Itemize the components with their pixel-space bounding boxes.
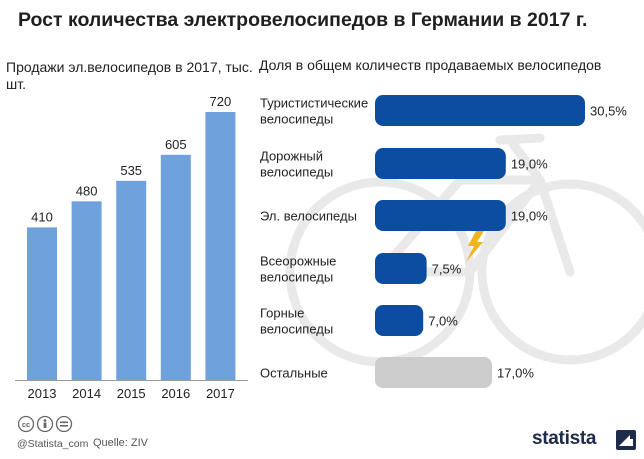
bar-value-label: 410 [31, 209, 53, 224]
category-label: Всеорожные велосипеды [260, 254, 336, 285]
right-chart-subtitle: Доля в общем количеств продаваемых велос… [259, 57, 602, 73]
attribution-icon [36, 415, 54, 433]
right-chart: 30,5% Туристистические велосипеды 19,0% Доро… [260, 95, 627, 388]
x-tick-label: 2013 [28, 386, 57, 401]
year-bar [27, 227, 57, 380]
statista-logo-text: statista [532, 428, 597, 449]
cc-icon: cc [18, 415, 35, 433]
year-bar [205, 112, 236, 380]
year-bar [71, 201, 102, 380]
share-bar [375, 357, 493, 388]
left-chart-subtitle: Продажи эл.велосипедов в 2017, тыс. шт. [6, 59, 253, 92]
equals-icon [55, 415, 73, 433]
share-bar [375, 95, 585, 126]
share-bar [375, 148, 506, 179]
share-bar [375, 253, 427, 284]
year-bar [160, 154, 191, 380]
bar-value-label: 17,0% [497, 366, 534, 381]
statista-handle: @Statista_com [17, 438, 89, 450]
bar-value-label: 720 [210, 94, 232, 109]
bar-value-label: 535 [120, 163, 142, 178]
x-tick-label: 2017 [206, 386, 235, 401]
source-text: Quelle: ZIV [93, 437, 149, 449]
bar-value-label: 19,0% [511, 209, 548, 224]
x-tick-label: 2014 [72, 386, 101, 401]
statista-logo-icon [616, 430, 636, 450]
bar-value-label: 30,5% [590, 104, 627, 119]
left-chart: 410 2013 480 2014 535 2015 605 2016 720 2017 [15, 94, 248, 401]
category-label: Дорожный велосипеды [260, 149, 333, 180]
bar-value-label: 605 [165, 137, 187, 152]
bar-value-label: 19,0% [511, 157, 548, 172]
license-icons: cc [18, 415, 73, 433]
page-title: Рост количества электровелосипедов в Гер… [18, 9, 588, 31]
share-bar [375, 200, 506, 231]
bar-value-label: 480 [76, 183, 98, 198]
bicycle-illustration [285, 133, 644, 367]
category-label: Эл. велосипеды [260, 209, 357, 224]
category-label: Остальные [260, 366, 328, 381]
x-tick-label: 2015 [117, 386, 146, 401]
bar-value-label: 7,0% [428, 314, 458, 329]
svg-text:cc: cc [22, 420, 30, 429]
lightning-bolt-icon [466, 231, 484, 262]
bar-value-label: 7,5% [432, 262, 462, 277]
share-bar [375, 305, 424, 336]
category-label: Горные велосипеды [260, 306, 333, 337]
x-tick-label: 2016 [161, 386, 190, 401]
year-bar [116, 180, 147, 380]
category-label: Туристистические велосипеды [260, 96, 368, 127]
